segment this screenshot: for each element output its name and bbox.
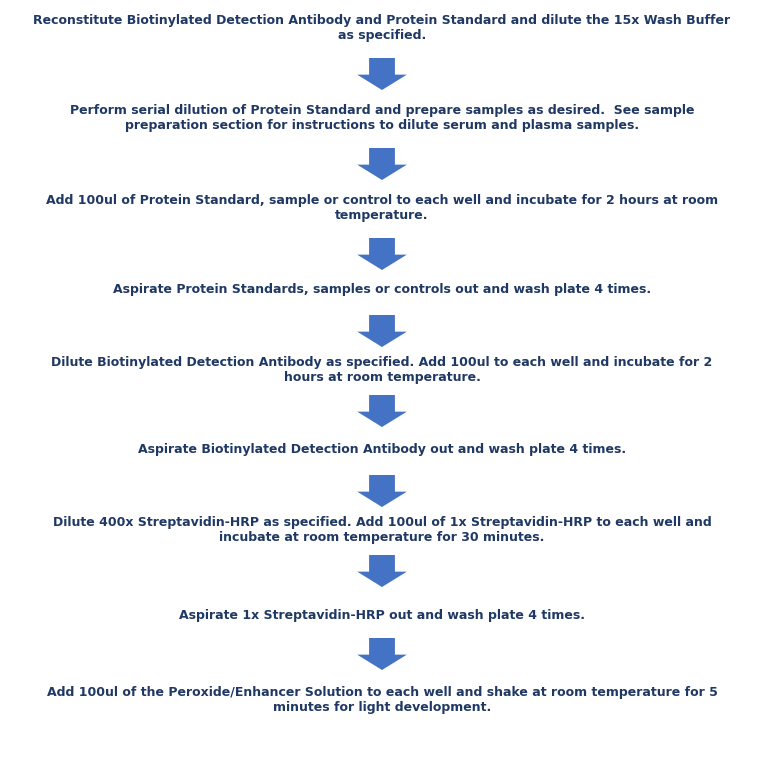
Text: Aspirate Protein Standards, samples or controls out and wash plate 4 times.: Aspirate Protein Standards, samples or c… (113, 283, 651, 296)
Polygon shape (358, 238, 406, 270)
Polygon shape (358, 58, 406, 90)
Text: Dilute 400x Streptavidin-HRP as specified. Add 100ul of 1x Streptavidin-HRP to e: Dilute 400x Streptavidin-HRP as specifie… (53, 516, 711, 544)
Polygon shape (358, 315, 406, 347)
Polygon shape (358, 148, 406, 180)
Text: Dilute Biotinylated Detection Antibody as specified. Add 100ul to each well and : Dilute Biotinylated Detection Antibody a… (51, 356, 713, 384)
Polygon shape (358, 555, 406, 587)
Polygon shape (358, 395, 406, 427)
Text: Aspirate Biotinylated Detection Antibody out and wash plate 4 times.: Aspirate Biotinylated Detection Antibody… (138, 443, 626, 457)
Text: Perform serial dilution of Protein Standard and prepare samples as desired.  See: Perform serial dilution of Protein Stand… (70, 104, 694, 132)
Text: Add 100ul of Protein Standard, sample or control to each well and incubate for 2: Add 100ul of Protein Standard, sample or… (46, 194, 718, 222)
Polygon shape (358, 638, 406, 670)
Text: Add 100ul of the Peroxide/Enhancer Solution to each well and shake at room tempe: Add 100ul of the Peroxide/Enhancer Solut… (47, 686, 717, 714)
Text: Aspirate 1x Streptavidin-HRP out and wash plate 4 times.: Aspirate 1x Streptavidin-HRP out and was… (179, 608, 585, 621)
Text: Reconstitute Biotinylated Detection Antibody and Protein Standard and dilute the: Reconstitute Biotinylated Detection Anti… (34, 14, 730, 42)
Polygon shape (358, 475, 406, 507)
